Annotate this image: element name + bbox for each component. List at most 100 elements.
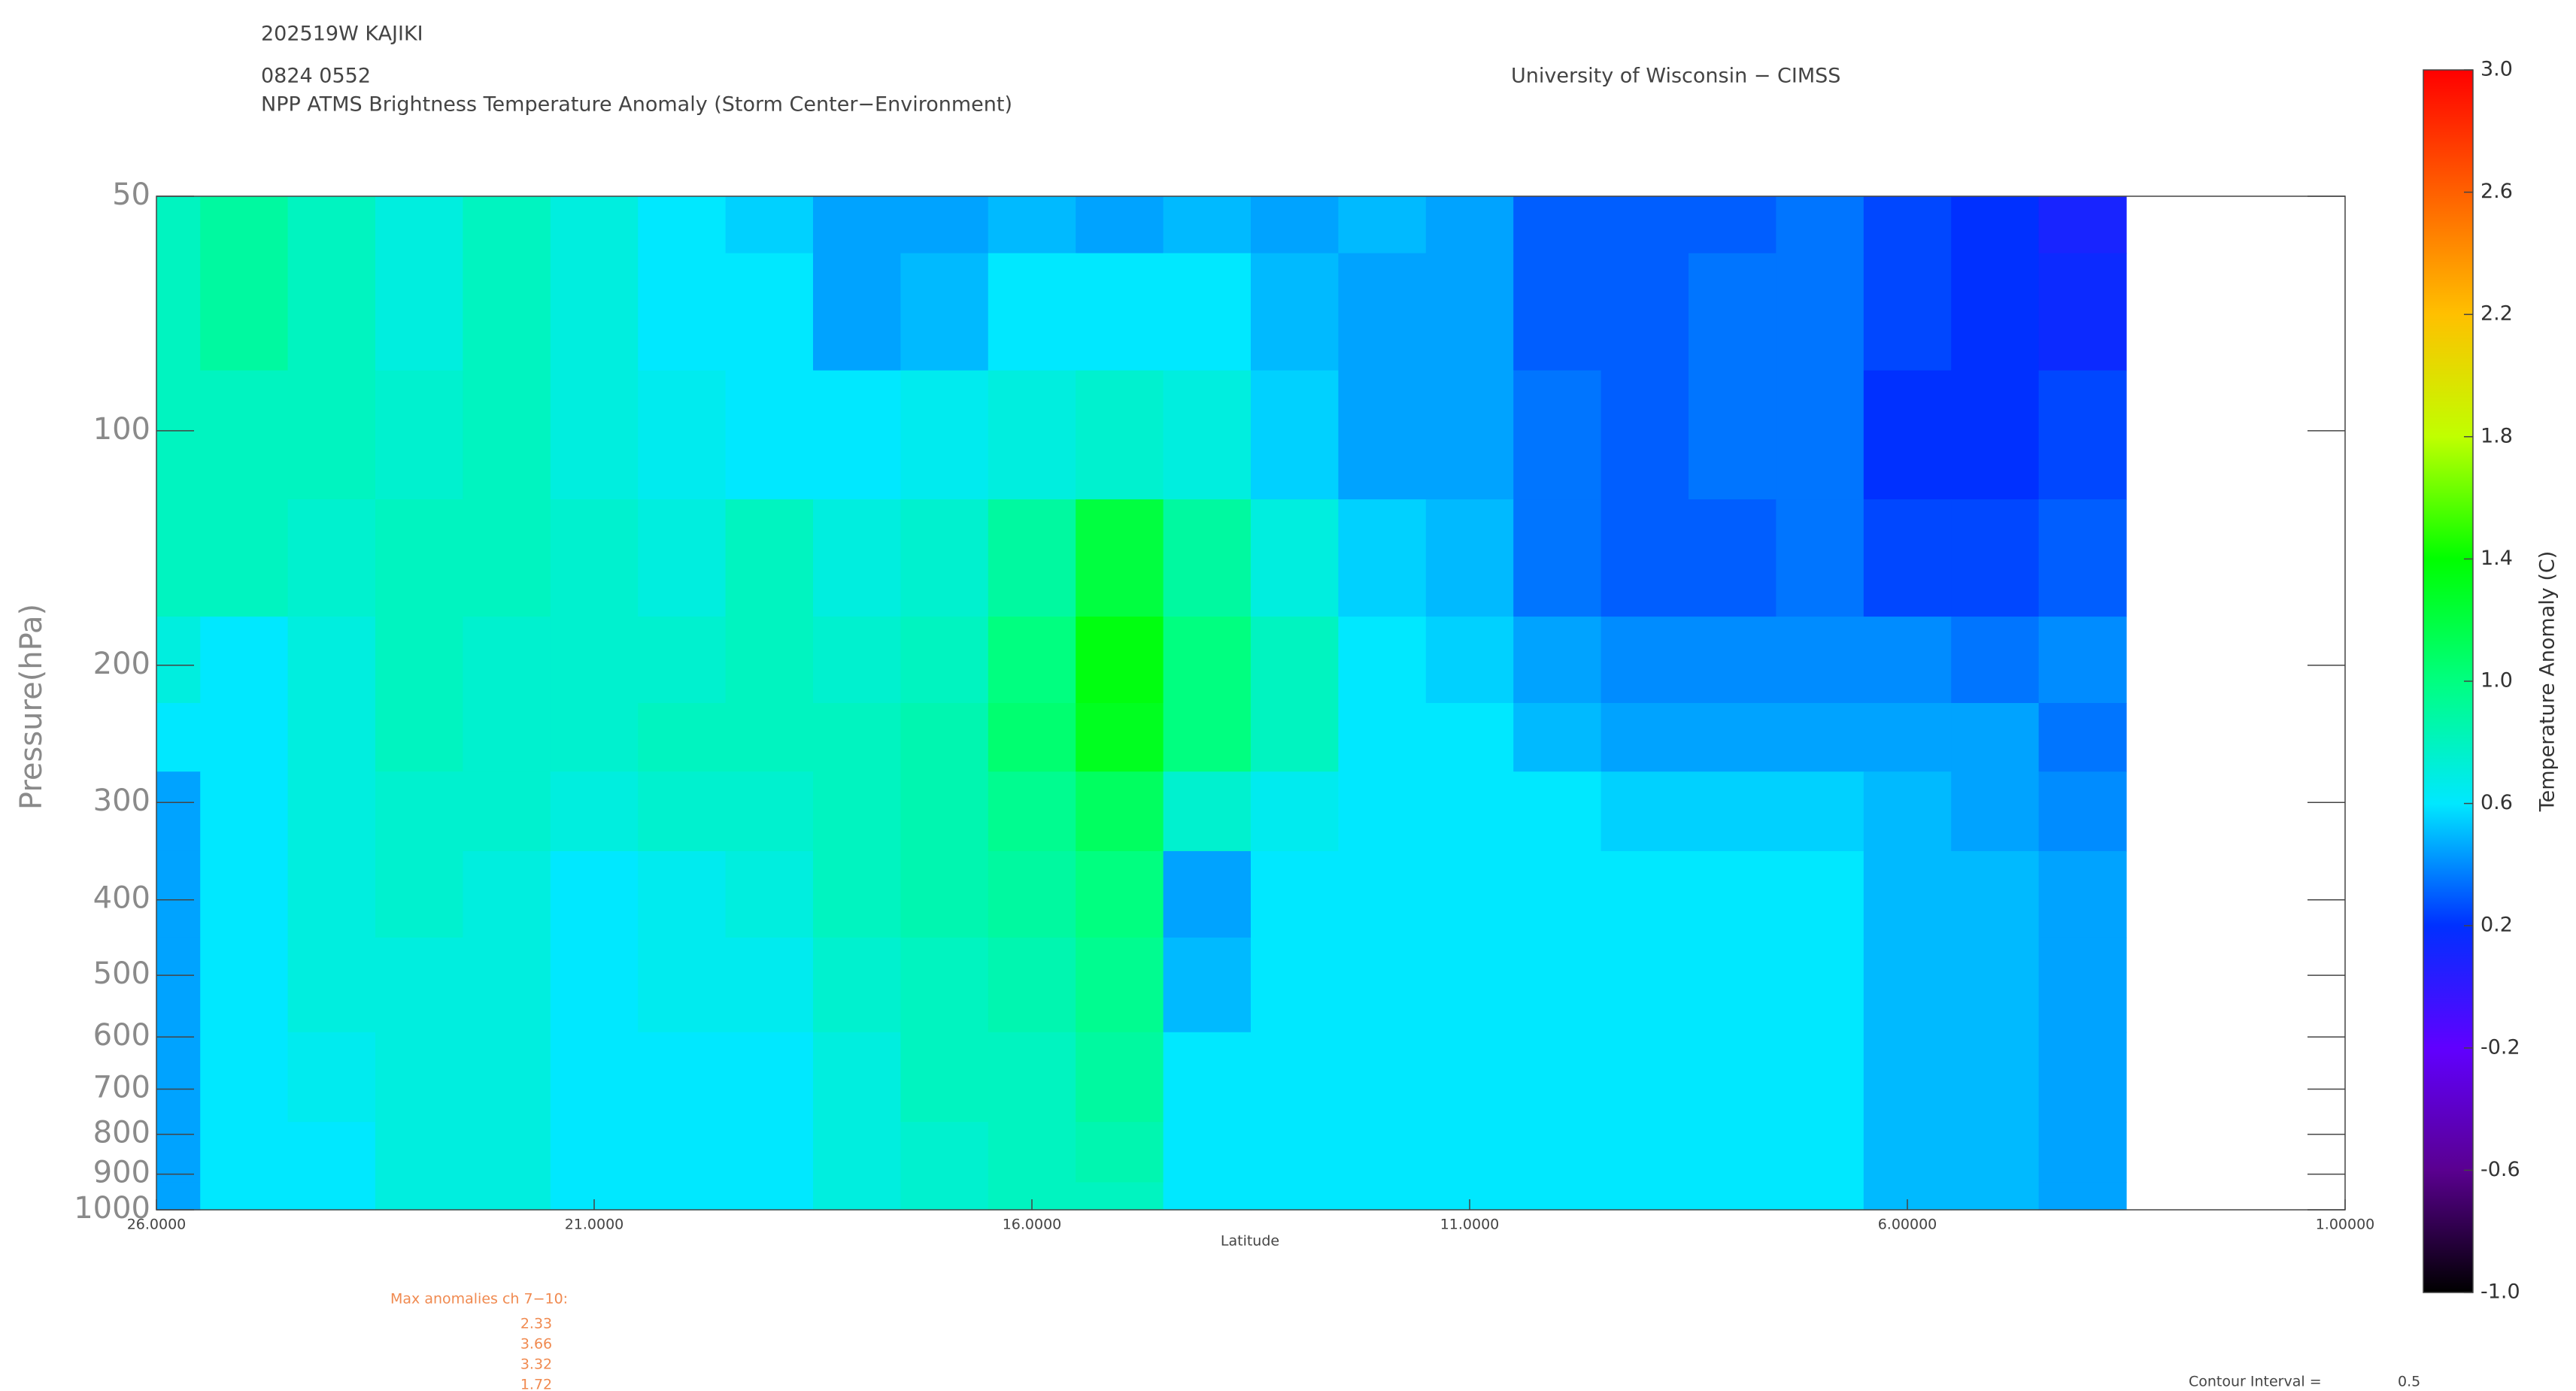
cell [813, 253, 901, 371]
cell [1425, 937, 1514, 1033]
cell [463, 617, 551, 704]
cell [1425, 253, 1514, 371]
max-anomaly: 3.66 [520, 1336, 552, 1353]
y-tick-label: 100 [93, 412, 150, 447]
cell [725, 1122, 814, 1183]
cell [813, 499, 901, 617]
cell [287, 253, 376, 371]
cell [638, 1122, 727, 1183]
cell [1163, 850, 1252, 938]
cell [900, 196, 989, 254]
cell [1951, 1122, 2040, 1183]
cell [1076, 617, 1164, 704]
cell [2038, 370, 2127, 500]
cell [1513, 937, 1602, 1033]
cell [1513, 1182, 1602, 1211]
cell [900, 850, 989, 938]
colorbar-tick-label: -1.0 [2480, 1280, 2520, 1304]
storm-id: 202519W KAJIKI [261, 23, 423, 46]
cell [463, 499, 551, 617]
cell [200, 617, 289, 704]
cell [1601, 1032, 1689, 1123]
cell [463, 196, 551, 254]
cell [1251, 1032, 1339, 1123]
cell [900, 1182, 989, 1211]
cell [1163, 617, 1252, 704]
cell [1251, 1182, 1339, 1211]
cell [463, 1032, 551, 1123]
cell [463, 1182, 551, 1211]
cell [1863, 1032, 1952, 1123]
cell [1163, 253, 1252, 371]
y-tick-label: 400 [93, 881, 150, 916]
cell [2038, 253, 2127, 371]
cell [1076, 937, 1164, 1033]
cell [1601, 1122, 1689, 1183]
colorbar-tick-label: -0.6 [2480, 1158, 2520, 1181]
cell [725, 253, 814, 371]
cell [1776, 937, 1864, 1033]
cell [2038, 617, 2127, 704]
cell [1689, 196, 1776, 254]
x-tick-label: 26.0000 [127, 1217, 187, 1233]
cell [1163, 1032, 1252, 1123]
cell [1338, 196, 1427, 254]
cell [156, 617, 201, 704]
cell [1513, 1122, 1602, 1183]
cell [1601, 703, 1689, 772]
cell [1425, 196, 1514, 254]
cell [1338, 850, 1427, 938]
cell [900, 617, 989, 704]
cell [1776, 196, 1864, 254]
cell [1338, 1122, 1427, 1183]
cell [156, 1182, 201, 1211]
cell [1251, 771, 1339, 852]
cell [638, 703, 727, 772]
cell [1251, 370, 1339, 500]
cell [550, 1122, 639, 1183]
cell [725, 499, 814, 617]
cell [156, 937, 201, 1033]
cell [1076, 253, 1164, 371]
cell [1776, 370, 1864, 500]
cell [550, 703, 639, 772]
cell [200, 703, 289, 772]
cell [1601, 370, 1689, 500]
cell [550, 617, 639, 704]
y-tick-label: 1000 [74, 1191, 150, 1226]
cell [900, 499, 989, 617]
cell [156, 1122, 201, 1183]
contour-interval: 0.5 [2398, 1374, 2420, 1390]
cell [813, 370, 901, 500]
cell [287, 370, 376, 500]
cell [725, 370, 814, 500]
cell [1076, 1182, 1164, 1211]
cell [375, 1182, 463, 1211]
cell [813, 771, 901, 852]
cell [463, 771, 551, 852]
cell [550, 1032, 639, 1123]
cell [463, 253, 551, 371]
cell [1689, 1122, 1776, 1183]
cell [1863, 370, 1952, 500]
cell [900, 1032, 989, 1123]
cell [813, 196, 901, 254]
cell [1863, 617, 1952, 704]
cell [287, 1032, 376, 1123]
cell [638, 1182, 727, 1211]
cell [1951, 196, 2040, 254]
cell [988, 617, 1076, 704]
cell [900, 253, 989, 371]
y-axis-label: Pressure(hPa) [14, 604, 49, 810]
cell [988, 850, 1076, 938]
cell [900, 771, 989, 852]
cell [813, 703, 901, 772]
colorbar-tick-label: -0.2 [2480, 1035, 2520, 1059]
cell [1163, 771, 1252, 852]
cell [1951, 499, 2040, 617]
cell [1776, 850, 1864, 938]
cell [375, 499, 463, 617]
cell [1689, 253, 1776, 371]
cell [1163, 1182, 1252, 1211]
